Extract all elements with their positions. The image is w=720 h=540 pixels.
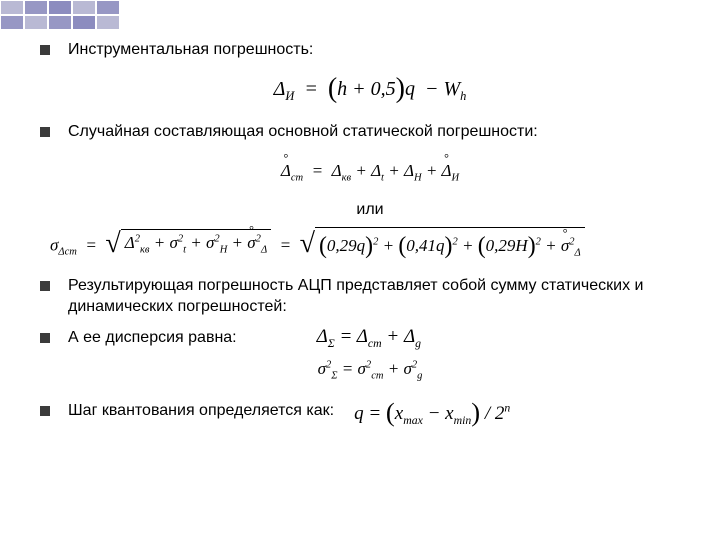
decor-cell bbox=[96, 15, 120, 30]
formula-6: q = (xmax − xmin) / 2n bbox=[354, 395, 510, 428]
formula-3: σΔст = √ Δ2кв + σ2t + σ2Н + σ2Δ = √ (0,2… bbox=[50, 227, 700, 258]
bullet-item-1: Инструментальная погрешность: bbox=[40, 40, 700, 61]
formula-1: ΔИ = (h + 0,5)q − Wh bbox=[40, 71, 700, 104]
decor-cell bbox=[72, 0, 96, 15]
row-5: Шаг квантования определяется как: q = (x… bbox=[40, 395, 700, 428]
formula-2: Δст = Δкв + Δt + ΔН + ΔИ bbox=[40, 161, 700, 183]
formula-4: ΔΣ = Δст + Δg bbox=[317, 326, 421, 351]
formula-5: σ2Σ = σ2ст + σ2g bbox=[40, 359, 700, 381]
decor-cell bbox=[24, 0, 48, 15]
bullet-text-4: А ее дисперсия равна: bbox=[68, 328, 237, 349]
corner-decoration bbox=[0, 0, 120, 30]
bullet-item-3: Результирующая погрешность АЦП представл… bbox=[40, 276, 700, 318]
decor-cell bbox=[48, 15, 72, 30]
bullet-icon bbox=[40, 406, 50, 416]
bullet-text-5: Шаг квантования определяется как: bbox=[68, 401, 334, 422]
bullet-text-3: Результирующая погрешность АЦП представл… bbox=[68, 276, 700, 318]
bullet-icon bbox=[40, 281, 50, 291]
decor-cell bbox=[72, 15, 96, 30]
row-4: А ее дисперсия равна: ΔΣ = Δст + Δg bbox=[40, 326, 700, 351]
slide-content: Инструментальная погрешность: ΔИ = (h + … bbox=[40, 40, 700, 436]
decor-cell bbox=[96, 0, 120, 15]
bullet-icon bbox=[40, 333, 50, 343]
decor-cell bbox=[48, 0, 72, 15]
bullet-text-1: Инструментальная погрешность: bbox=[68, 40, 313, 61]
bullet-icon bbox=[40, 45, 50, 55]
bullet-item-2: Случайная составляющая основной статичес… bbox=[40, 122, 700, 143]
decor-cell bbox=[0, 15, 24, 30]
decor-cell bbox=[0, 0, 24, 15]
decor-cell bbox=[24, 15, 48, 30]
bullet-text-2: Случайная составляющая основной статичес… bbox=[68, 122, 538, 143]
bullet-icon bbox=[40, 127, 50, 137]
or-word: или bbox=[40, 201, 700, 219]
